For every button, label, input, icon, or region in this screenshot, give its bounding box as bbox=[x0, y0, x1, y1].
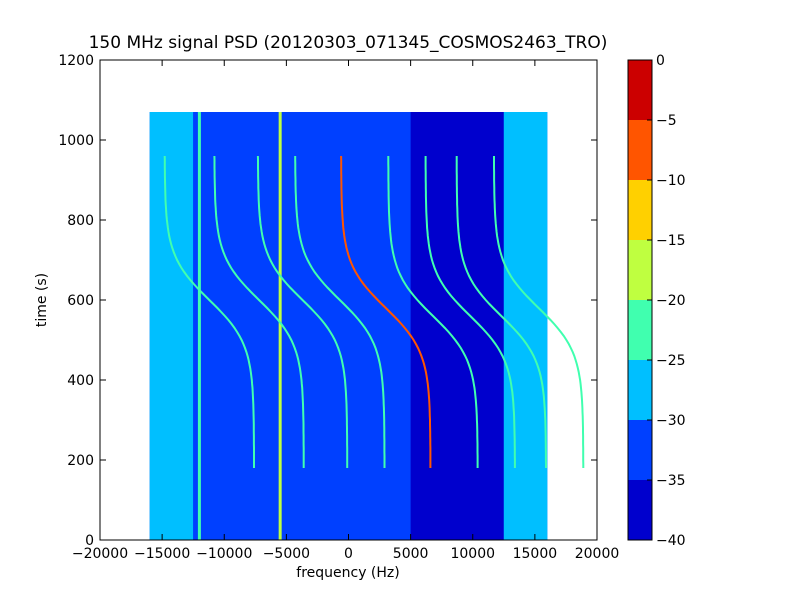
colorbar-tick-label: −25 bbox=[656, 353, 686, 369]
chart-title: 150 MHz signal PSD (20120303_071345_COSM… bbox=[89, 33, 608, 53]
y-tick-label: 1200 bbox=[58, 53, 94, 69]
colorbar-tick-label: −15 bbox=[656, 233, 686, 249]
colorbar-segment bbox=[628, 300, 652, 360]
colorbar-segment bbox=[628, 420, 652, 480]
colorbar-tick-label: −35 bbox=[656, 473, 686, 489]
doppler-trace bbox=[213, 155, 305, 468]
doppler-trace bbox=[340, 155, 432, 468]
y-tick-label: 400 bbox=[67, 373, 94, 389]
colorbar-tick-label: −40 bbox=[656, 533, 686, 549]
colorbar-tick-label: −30 bbox=[656, 413, 686, 429]
y-axis-label: time (s) bbox=[34, 273, 50, 327]
x-tick-label: 0 bbox=[344, 546, 353, 562]
colorbar: −40 −35 −30 −25 −20 −15 −10 −5 0 bbox=[627, 53, 686, 549]
doppler-trace bbox=[256, 155, 349, 468]
x-axis: −20000 −15000 −10000 −5000 0 5000 10000 15000 20… bbox=[72, 60, 619, 562]
colorbar-tick-label: −20 bbox=[656, 293, 686, 309]
x-tick-label: 10000 bbox=[450, 546, 495, 562]
x-tick-label: −5000 bbox=[263, 546, 310, 562]
y-tick-label: 0 bbox=[85, 533, 94, 549]
colorbar-tick-label: 0 bbox=[656, 53, 665, 69]
colorbar-segment bbox=[628, 180, 652, 240]
x-tick-label: −15000 bbox=[134, 546, 190, 562]
x-axis-label: frequency (Hz) bbox=[296, 565, 399, 581]
x-tick-label: 20000 bbox=[575, 546, 620, 562]
doppler-trace bbox=[493, 156, 585, 468]
colorbar-tick-label: −5 bbox=[656, 113, 677, 129]
heatmap-band bbox=[193, 112, 411, 540]
colorbar-tick-label: −10 bbox=[656, 173, 686, 189]
doppler-trace bbox=[294, 156, 386, 468]
colorbar-segment bbox=[628, 60, 652, 120]
colorbar-segment bbox=[628, 480, 652, 540]
x-tick-label: 15000 bbox=[513, 546, 558, 562]
heatmap-band bbox=[149, 112, 194, 540]
colorbar-segment bbox=[628, 240, 652, 300]
doppler-trace bbox=[455, 156, 547, 468]
y-tick-label: 800 bbox=[67, 213, 94, 229]
y-tick-label: 1000 bbox=[58, 133, 94, 149]
x-tick-label: −20000 bbox=[72, 546, 128, 562]
y-axis: 0 200 400 600 800 1000 1200 bbox=[58, 53, 597, 549]
doppler-trace bbox=[163, 155, 255, 468]
y-tick-label: 600 bbox=[67, 293, 94, 309]
heatmap bbox=[149, 112, 585, 540]
colorbar-segment bbox=[628, 360, 652, 420]
doppler-trace bbox=[424, 156, 516, 468]
x-tick-label: −10000 bbox=[196, 546, 252, 562]
x-tick-label: 5000 bbox=[393, 546, 429, 562]
y-tick-label: 200 bbox=[67, 453, 94, 469]
doppler-trace bbox=[387, 156, 479, 468]
colorbar-segment bbox=[628, 120, 652, 180]
